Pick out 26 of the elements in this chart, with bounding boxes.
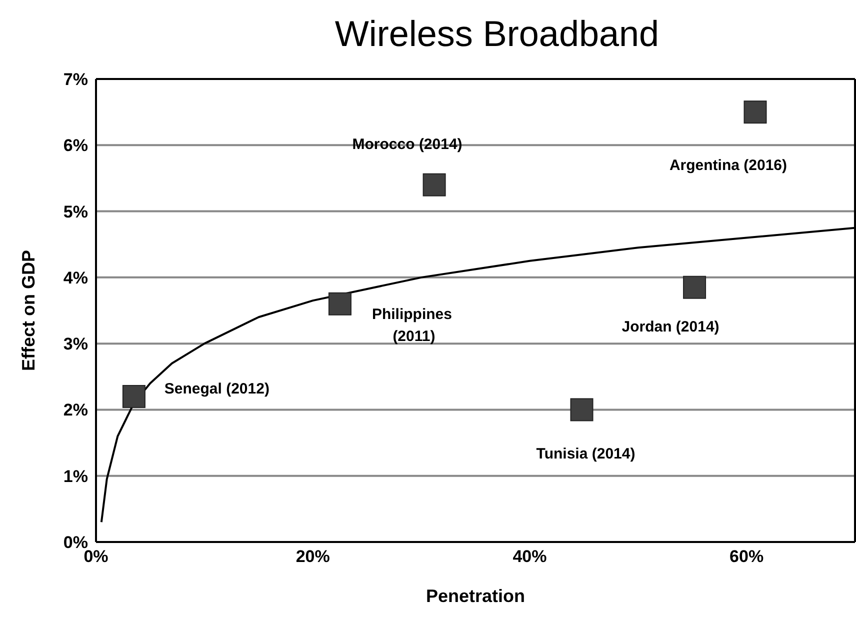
point bbox=[328, 292, 352, 316]
point bbox=[570, 398, 594, 422]
point bbox=[422, 173, 446, 196]
annotation: Jordan (2014) bbox=[622, 318, 720, 336]
annotation: Senegal (2012) bbox=[164, 380, 270, 398]
chart-title: Wireless Broadband bbox=[334, 12, 660, 56]
x-axis-title: Penetration bbox=[426, 586, 526, 606]
x-tick-label: 20% bbox=[296, 547, 330, 566]
y-axis-title: Effect on GDP bbox=[18, 250, 38, 372]
annotation: Philippines (2011) bbox=[372, 306, 452, 345]
point bbox=[744, 100, 767, 124]
y-tick-label: 2% bbox=[63, 400, 88, 420]
point bbox=[683, 276, 706, 299]
annotation: Tunisia (2014) bbox=[536, 446, 636, 463]
x-tick-label: 40% bbox=[512, 547, 547, 566]
y-tick-label: 1% bbox=[63, 466, 88, 486]
y-tick-label: 5% bbox=[63, 202, 88, 222]
x-tick-label: 0% bbox=[84, 547, 108, 566]
y-tick-label: 7% bbox=[63, 70, 88, 90]
y-tick-label: 3% bbox=[63, 334, 88, 354]
y-tick-label: 4% bbox=[63, 268, 88, 288]
annotation: Argentina (2016) bbox=[669, 157, 788, 174]
x-tick-label: 60% bbox=[730, 547, 764, 566]
point bbox=[122, 384, 146, 408]
y-tick-label: 6% bbox=[63, 136, 88, 156]
annotation: Morocco (2014) bbox=[352, 136, 462, 153]
